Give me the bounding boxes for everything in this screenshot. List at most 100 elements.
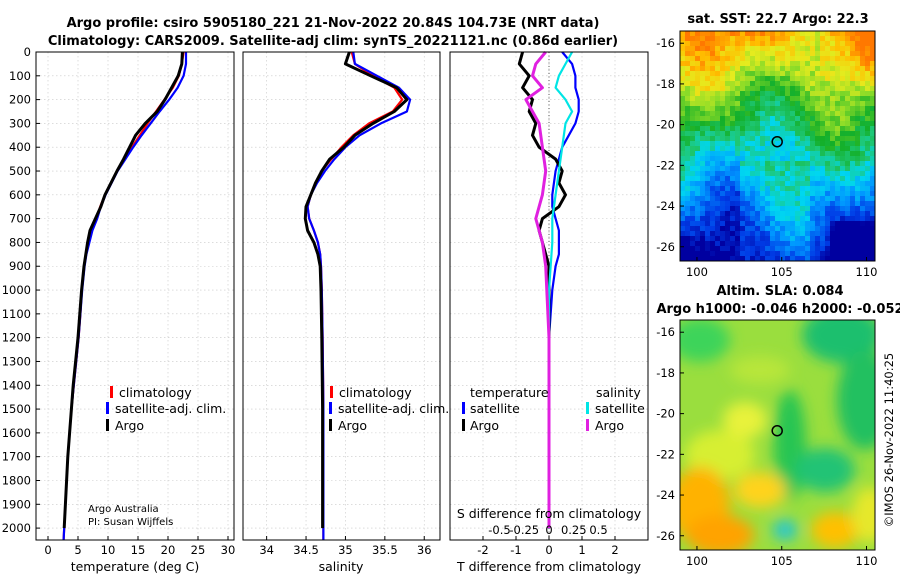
sst-cell [800, 106, 805, 111]
sst-cell [785, 151, 790, 156]
sst-cell [765, 151, 770, 156]
sst-cell [820, 151, 825, 156]
sst-cell [865, 156, 870, 161]
sst-cell [845, 96, 850, 101]
sst-cell [700, 171, 705, 176]
sst-cell [705, 206, 710, 211]
sst-cell [755, 176, 760, 181]
sst-cell [835, 96, 840, 101]
sst-cell [700, 101, 705, 106]
sst-cell [785, 106, 790, 111]
sst-cell [745, 171, 750, 176]
sst-cell [855, 46, 860, 51]
sst-cell [820, 256, 825, 261]
lat-tick-label: -22 [656, 158, 675, 172]
sst-cell [705, 111, 710, 116]
sst-cell [705, 41, 710, 46]
sst-cell [780, 241, 785, 246]
sst-cell [745, 146, 750, 151]
sst-cell [720, 106, 725, 111]
sst-cell [690, 56, 695, 61]
legend-label-satellite: satellite-adj. clim. [115, 401, 226, 416]
sst-cell [795, 41, 800, 46]
sst-cell [695, 251, 700, 256]
sst-cell [835, 66, 840, 71]
sst-cell [825, 51, 830, 56]
sst-cell [860, 111, 865, 116]
sst-cell [850, 256, 855, 261]
argo-position-marker [771, 135, 783, 148]
difference-series [517, 51, 580, 529]
sst-cell [760, 66, 765, 71]
sst-cell [805, 81, 810, 86]
sst-cell [790, 206, 795, 211]
sst-cell [795, 111, 800, 116]
sst-cell [780, 256, 785, 261]
sst-cell [775, 81, 780, 86]
sst-cell [690, 256, 695, 261]
sst-cell [825, 101, 830, 106]
sst-cell [725, 256, 730, 261]
sal-tick-label: 0.25 [561, 523, 587, 537]
sst-cell [755, 206, 760, 211]
sst-cell [825, 111, 830, 116]
sst-cell [870, 201, 875, 206]
sst-cell [790, 216, 795, 221]
sst-cell [865, 86, 870, 91]
sst-cell [820, 236, 825, 241]
sst-cell [805, 76, 810, 81]
sst-cell [870, 41, 875, 46]
sst-cell [835, 56, 840, 61]
sst-cell [785, 251, 790, 256]
sst-cell [730, 176, 735, 181]
sst-cell [790, 46, 795, 51]
sst-cell [760, 201, 765, 206]
sst-cell [815, 66, 820, 71]
sst-cell [715, 121, 720, 126]
sst-cell [835, 101, 840, 106]
sst-cell [865, 221, 870, 226]
sst-cell [790, 31, 795, 36]
sst-cell [835, 151, 840, 156]
sst-cell [690, 246, 695, 251]
sst-cell [765, 101, 770, 106]
sst-cell [790, 196, 795, 201]
sst-cell [780, 31, 785, 36]
sst-cell [730, 61, 735, 66]
sst-cell [845, 231, 850, 236]
sst-cell [775, 221, 780, 226]
sst-cell [745, 121, 750, 126]
legend-label-argo: Argo [115, 418, 144, 433]
sst-cell [750, 161, 755, 166]
sst-cell [840, 126, 845, 131]
sst-cell [860, 76, 865, 81]
sst-cell [695, 241, 700, 246]
sst-cell [810, 61, 815, 66]
sst-cell [710, 146, 715, 151]
sst-cell [730, 76, 735, 81]
sst-cell [735, 211, 740, 216]
sst-cell [695, 176, 700, 181]
sst-cell [850, 121, 855, 126]
sst-cell [800, 176, 805, 181]
sst-cell [785, 141, 790, 146]
sst-cell [700, 71, 705, 76]
sst-cell [735, 196, 740, 201]
sst-cell [825, 126, 830, 131]
sst-cell [710, 181, 715, 186]
temperature-axes-frame [35, 51, 235, 541]
sst-cell [820, 136, 825, 141]
sst-cell [775, 86, 780, 91]
sst-cell [820, 121, 825, 126]
sst-cell [840, 36, 845, 41]
sst-cell [845, 116, 850, 121]
sst-cell [755, 246, 760, 251]
sst-cell [795, 151, 800, 156]
sst-cell [700, 111, 705, 116]
sst-cell [770, 211, 775, 216]
sst-cell [740, 166, 745, 171]
sst-cell [780, 236, 785, 241]
sst-cell [820, 116, 825, 121]
sst-cell [870, 171, 875, 176]
sst-cell [865, 251, 870, 256]
